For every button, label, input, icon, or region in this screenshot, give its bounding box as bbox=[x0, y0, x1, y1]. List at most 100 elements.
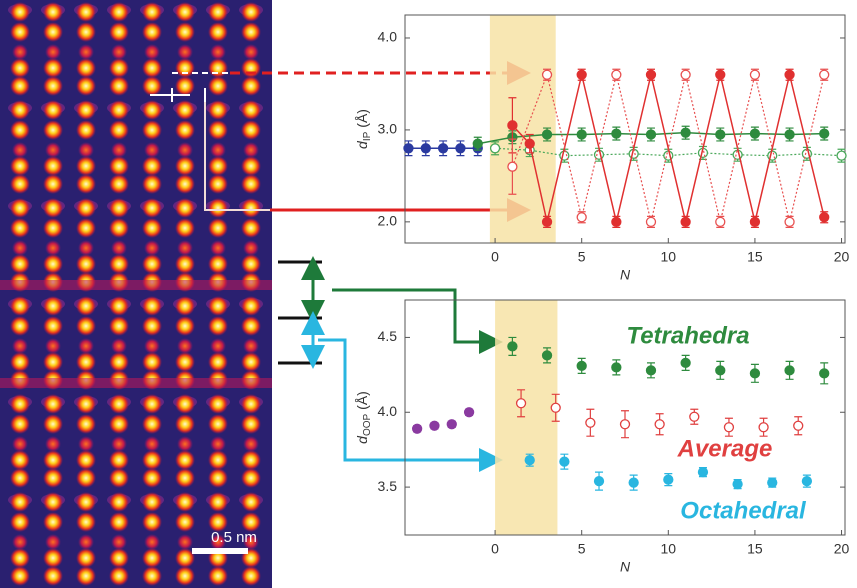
x-axis-label: N bbox=[620, 559, 631, 575]
connector bbox=[318, 340, 500, 460]
data-point bbox=[595, 477, 604, 486]
series-label: Octahedral bbox=[680, 497, 807, 524]
data-point bbox=[646, 217, 655, 226]
data-point bbox=[646, 366, 655, 375]
highlight-band bbox=[495, 300, 557, 535]
connector bbox=[332, 290, 500, 342]
data-point bbox=[802, 477, 811, 486]
data-point bbox=[525, 139, 534, 148]
data-point bbox=[733, 480, 742, 489]
data-point bbox=[768, 478, 777, 487]
data-point bbox=[473, 139, 482, 148]
data-point bbox=[543, 130, 552, 139]
data-point bbox=[750, 369, 759, 378]
data-point bbox=[820, 213, 829, 222]
data-point bbox=[820, 129, 829, 138]
y-axis-label-part: IP bbox=[362, 131, 373, 141]
data-point bbox=[629, 478, 638, 487]
data-point bbox=[716, 70, 725, 79]
data-point bbox=[750, 129, 759, 138]
data-point bbox=[820, 70, 829, 79]
data-point bbox=[724, 423, 733, 432]
layer-bars bbox=[278, 262, 322, 363]
data-point bbox=[733, 150, 742, 159]
data-point bbox=[612, 129, 621, 138]
y-tick-label: 3.0 bbox=[378, 121, 398, 137]
data-point bbox=[750, 217, 759, 226]
data-point bbox=[447, 420, 456, 429]
highlight-band bbox=[490, 15, 556, 243]
data-point bbox=[664, 475, 673, 484]
data-point bbox=[785, 366, 794, 375]
y-tick-label: 4.0 bbox=[378, 29, 398, 45]
data-point bbox=[508, 162, 517, 171]
y-axis-label: dIP(Å) bbox=[354, 109, 373, 149]
y-tick-label: 3.5 bbox=[378, 478, 398, 494]
y-axis-label-part: OOP bbox=[362, 413, 373, 436]
scale-bar-label: 0.5 nm bbox=[211, 529, 257, 546]
y-tick-label: 2.0 bbox=[378, 213, 398, 229]
x-tick-label: 20 bbox=[834, 541, 850, 557]
x-tick-label: 0 bbox=[491, 249, 499, 265]
series-label: Tetrahedra bbox=[626, 322, 749, 349]
data-point bbox=[577, 361, 586, 370]
data-point bbox=[646, 130, 655, 139]
x-tick-label: 10 bbox=[661, 541, 677, 557]
y-axis-label-part: (Å) bbox=[354, 391, 370, 410]
x-tick-label: 15 bbox=[747, 249, 763, 265]
y-tick-label: 4.0 bbox=[378, 403, 398, 419]
figure: 0.5 nm 2.03.04.005101520NdIP(Å)3.54.04.5… bbox=[0, 0, 857, 588]
data-point bbox=[491, 144, 500, 153]
scale-bar bbox=[192, 548, 248, 554]
series-label: Average bbox=[677, 435, 773, 462]
data-point bbox=[750, 70, 759, 79]
data-point bbox=[612, 70, 621, 79]
data-point bbox=[508, 121, 517, 130]
data-point bbox=[551, 403, 560, 412]
data-point bbox=[525, 456, 534, 465]
y-axis-label: dOOP(Å) bbox=[354, 391, 373, 444]
data-point bbox=[837, 151, 846, 160]
data-point bbox=[577, 130, 586, 139]
data-point bbox=[681, 128, 690, 137]
y-axis-label-part: (Å) bbox=[354, 109, 370, 128]
data-point bbox=[543, 351, 552, 360]
data-point bbox=[690, 412, 699, 421]
data-point bbox=[612, 217, 621, 226]
data-point bbox=[698, 468, 707, 477]
data-point bbox=[456, 144, 465, 153]
x-tick-label: 10 bbox=[661, 249, 677, 265]
data-point bbox=[413, 424, 422, 433]
x-tick-label: 15 bbox=[747, 541, 763, 557]
data-point bbox=[465, 408, 474, 417]
data-point bbox=[404, 144, 413, 153]
data-point bbox=[785, 217, 794, 226]
data-point bbox=[543, 217, 552, 226]
data-point bbox=[439, 144, 448, 153]
data-point bbox=[716, 217, 725, 226]
y-tick-label: 4.5 bbox=[378, 328, 398, 344]
data-point bbox=[716, 130, 725, 139]
data-point bbox=[517, 399, 526, 408]
data-point bbox=[560, 457, 569, 466]
data-point bbox=[543, 70, 552, 79]
data-point bbox=[646, 70, 655, 79]
data-point bbox=[621, 420, 630, 429]
x-tick-label: 0 bbox=[491, 541, 499, 557]
x-tick-label: 5 bbox=[578, 541, 586, 557]
x-tick-label: 20 bbox=[834, 249, 850, 265]
data-point bbox=[586, 418, 595, 427]
data-point bbox=[785, 130, 794, 139]
data-point bbox=[577, 70, 586, 79]
data-point bbox=[681, 70, 690, 79]
data-point bbox=[577, 213, 586, 222]
data-point bbox=[759, 423, 768, 432]
data-point bbox=[785, 70, 794, 79]
data-point bbox=[508, 342, 517, 351]
data-point bbox=[655, 420, 664, 429]
data-point bbox=[681, 358, 690, 367]
series-line bbox=[512, 75, 824, 222]
data-point bbox=[716, 366, 725, 375]
